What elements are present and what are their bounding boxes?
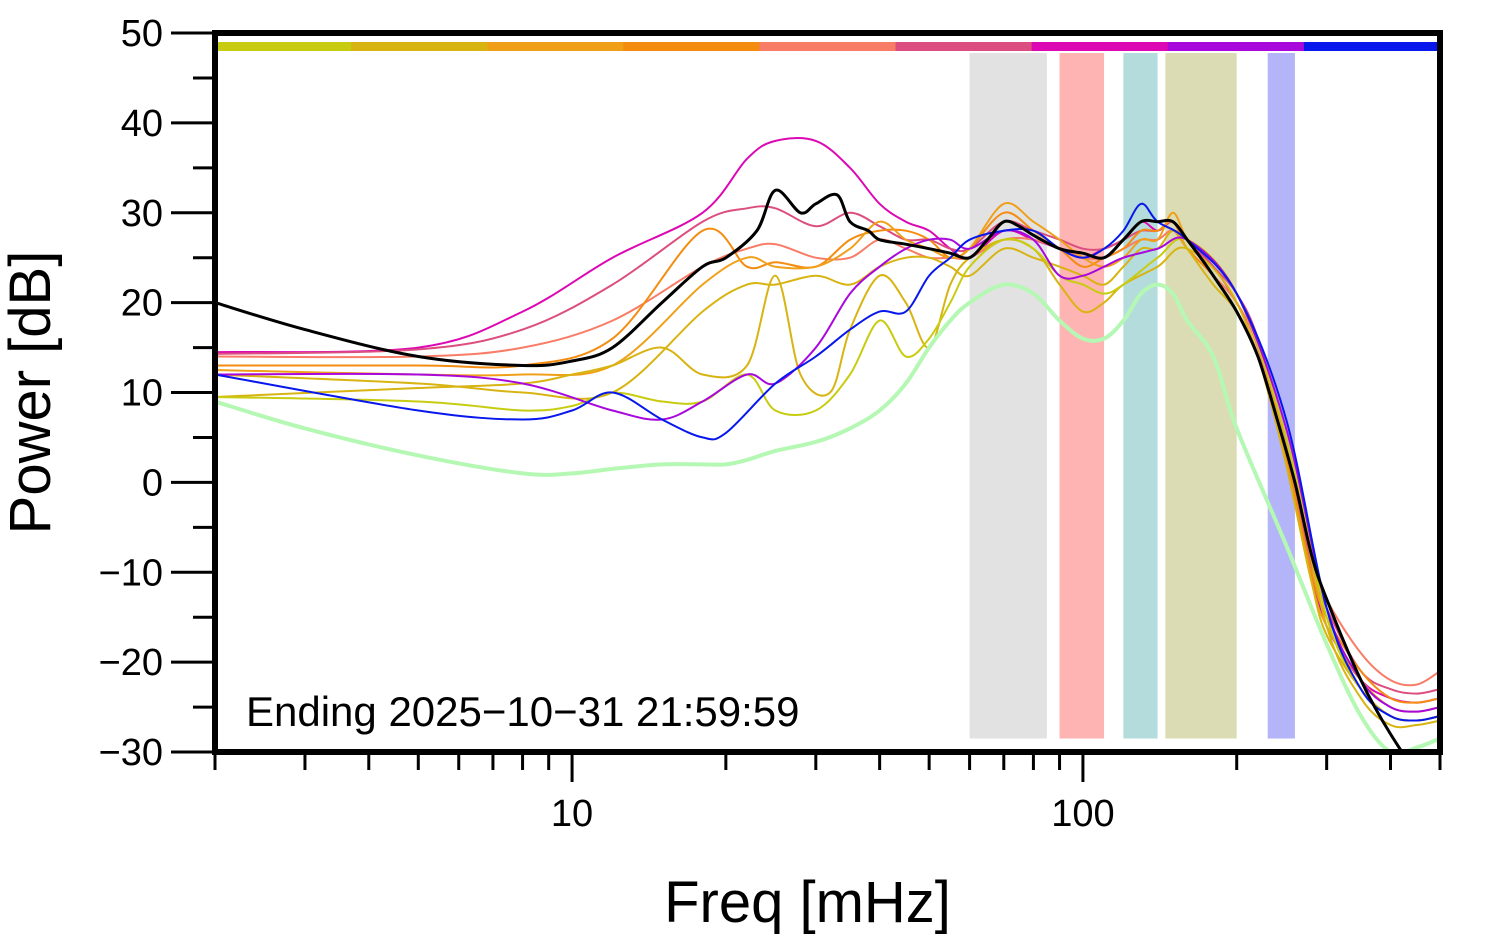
color-bar [215, 42, 1441, 51]
series-line-7 [215, 238, 1440, 729]
band-2 [1059, 53, 1105, 739]
y-tick-label: 40 [121, 103, 163, 145]
series-line-10 [215, 202, 1440, 722]
y-tick-label: 30 [121, 193, 163, 235]
y-tick-label: −20 [99, 642, 163, 684]
series-line-4 [215, 211, 1440, 704]
color-bar-segment-2 [351, 42, 488, 51]
color-bar-segment-8 [1167, 42, 1305, 51]
color-bar-segment-3 [487, 42, 624, 51]
series-line-11 [215, 188, 1404, 752]
series-line-6 [215, 229, 1440, 722]
color-bar-segment-5 [759, 42, 897, 51]
y-tick-label: 50 [121, 13, 163, 55]
color-bar-segment-7 [1031, 42, 1169, 51]
series-lines [215, 137, 1440, 752]
y-tick-label: 20 [121, 283, 163, 325]
series-line-12 [215, 282, 1440, 752]
series-line-8 [215, 237, 1440, 722]
band-3 [1123, 53, 1158, 739]
y-axis-label: Power [dB] [0, 251, 63, 535]
color-bar-segment-4 [623, 42, 760, 51]
x-axis-label: Freq [mHz] [664, 870, 951, 935]
band-1 [969, 53, 1047, 739]
y-tick-label: 0 [142, 462, 163, 504]
y-tick-label: −10 [99, 552, 163, 594]
frequency-bands [969, 53, 1295, 739]
x-tick-label: 10 [551, 793, 593, 835]
series-line-3 [215, 229, 1440, 687]
y-tick-label: 10 [121, 373, 163, 415]
x-tick-label: 100 [1051, 793, 1114, 835]
y-tick-label: −30 [99, 732, 163, 774]
color-bar-segment-6 [895, 42, 1033, 51]
color-bar-segment-9 [1303, 42, 1441, 51]
color-bar-segment-1 [215, 42, 352, 51]
timestamp-annotation: Ending 2025−10−31 21:59:59 [246, 688, 800, 735]
plot-frame [212, 30, 1443, 755]
x-axis-ticks: 10 100 [213, 752, 1442, 835]
y-axis-ticks: −30 −20 −10 0 10 20 30 40 50 [99, 13, 215, 774]
